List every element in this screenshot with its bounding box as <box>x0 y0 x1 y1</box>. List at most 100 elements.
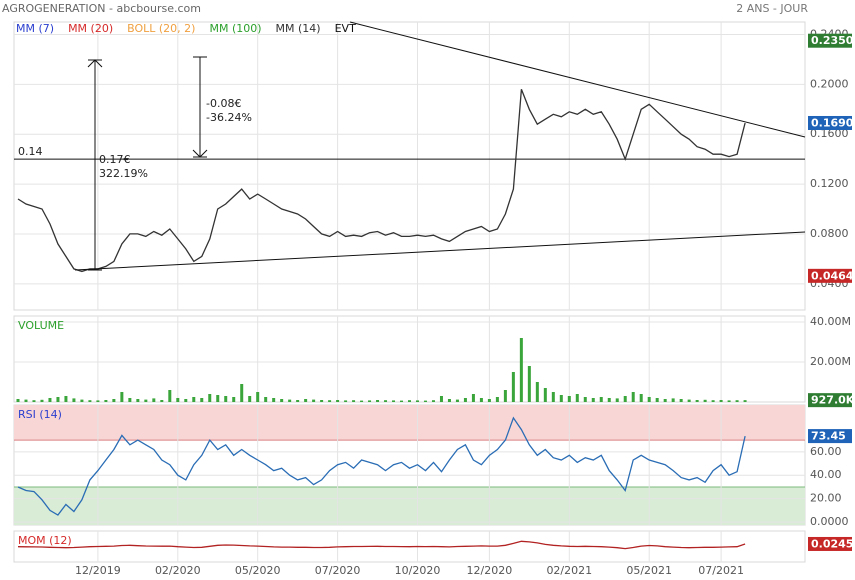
volume-bar <box>32 400 36 402</box>
value-box-label: 0.0245 <box>811 537 853 550</box>
volume-bar <box>96 400 100 402</box>
trend-line <box>349 21 806 138</box>
volume-bar <box>288 399 292 402</box>
x-tick-label: 07/2021 <box>698 564 744 577</box>
volume-bar <box>216 395 220 402</box>
volume-bar <box>136 399 140 402</box>
annotation: -0.08€ <box>206 97 241 110</box>
labels: 0.24000.20000.16000.12000.08000.04000.14… <box>16 22 855 577</box>
y-tick-label: 40.00 <box>810 468 842 481</box>
volume-bar <box>184 399 188 402</box>
panel-title: VOLUME <box>18 319 64 332</box>
volume-bar <box>192 397 196 402</box>
volume-bar <box>543 388 547 402</box>
panel-frame <box>13 530 806 563</box>
y-tick-label: 40.00M <box>810 315 851 328</box>
volume-bar <box>415 400 419 402</box>
volume-bar <box>719 400 723 402</box>
legend-entry[interactable]: MM (100) <box>209 22 261 35</box>
volume-bar <box>631 392 635 402</box>
volume-bar <box>280 399 284 402</box>
volume-bar <box>168 390 172 402</box>
value-box-label: 73.45 <box>811 430 846 443</box>
volume-bar <box>559 395 563 402</box>
legend-entry[interactable]: MM (7) <box>16 22 54 35</box>
volume-bar <box>256 392 260 402</box>
volume-bar <box>144 399 148 402</box>
volume-bar <box>48 398 52 402</box>
legend-entry[interactable]: MM (14) <box>276 22 321 35</box>
volume-bar <box>248 396 252 402</box>
y-tick-label: 0.0000 <box>810 515 849 528</box>
volume-bar <box>575 394 579 402</box>
x-tick-label: 02/2020 <box>155 564 201 577</box>
y-tick-label: 60.00 <box>810 445 842 458</box>
value-box <box>808 33 852 48</box>
series-line <box>17 416 746 516</box>
y-tick-label: 0.2000 <box>810 77 849 90</box>
trend-line <box>74 231 806 271</box>
volume-bar <box>128 398 132 402</box>
legend-entry[interactable]: EVT <box>335 22 356 35</box>
x-tick-label: 05/2021 <box>626 564 672 577</box>
volume-bar <box>671 398 675 402</box>
y-tick-label: 0.0800 <box>810 227 849 240</box>
volume-bar <box>264 397 268 402</box>
x-tick-label: 05/2020 <box>235 564 281 577</box>
volume-bar <box>703 399 707 402</box>
volume-bar <box>479 398 483 402</box>
volume-bar <box>400 400 404 402</box>
volume-bar <box>687 399 691 402</box>
volume-bar <box>607 398 611 402</box>
volume-bar <box>487 399 491 402</box>
volume-bar <box>200 398 204 402</box>
panel-frame <box>13 315 806 403</box>
series-line <box>17 540 746 550</box>
legend-entry[interactable]: MM (20) <box>68 22 113 35</box>
volume-bar <box>368 400 372 402</box>
volume-bar <box>623 396 627 402</box>
x-tick-label: 10/2020 <box>395 564 441 577</box>
volume-bar <box>272 398 276 402</box>
volume-bar <box>655 398 659 402</box>
volume-bar <box>336 400 340 402</box>
value-box-label: 927.0K <box>811 394 855 407</box>
volume-bar <box>583 397 587 402</box>
volume-bar <box>352 400 356 402</box>
volume-bar <box>463 398 467 402</box>
marks <box>14 89 805 550</box>
volume-bar <box>104 400 108 402</box>
volume-bar <box>312 399 316 402</box>
volume-bar <box>160 400 164 402</box>
volume-bar <box>743 400 747 402</box>
volume-bar <box>64 396 68 402</box>
volume-bar <box>224 396 228 402</box>
page-title: AGROGENERATION - abcbourse.com <box>2 2 201 15</box>
volume-bar <box>711 400 715 402</box>
period[interactable]: 2 ANS - JOUR <box>736 2 808 15</box>
drawings <box>74 21 806 271</box>
volume-bar <box>112 399 116 402</box>
x-tick-label: 02/2021 <box>546 564 592 577</box>
grid <box>14 22 805 562</box>
volume-bar <box>447 399 451 402</box>
volume-bar <box>320 400 324 402</box>
y-tick-label: 0.1600 <box>810 127 849 140</box>
legend-entry[interactable]: BOLL (20, 2) <box>127 22 195 35</box>
value-box-label: 0.2350 <box>811 34 854 47</box>
volume-bar <box>240 384 244 402</box>
volume-bar <box>663 399 667 402</box>
volume-bar <box>304 399 308 402</box>
zone <box>14 405 805 441</box>
value-box-label: 0.0464 <box>811 269 854 282</box>
panel-title: MOM (12) <box>18 534 72 547</box>
x-tick-label: 12/2020 <box>467 564 513 577</box>
volume-bar <box>296 400 300 402</box>
volume-bar <box>503 390 507 402</box>
volume-bar <box>495 397 499 402</box>
value-box <box>808 536 852 551</box>
volume-bar <box>376 400 380 402</box>
annotation: 0.17€ <box>99 153 131 166</box>
panel-frame <box>13 21 806 311</box>
volume-bar <box>455 399 459 402</box>
